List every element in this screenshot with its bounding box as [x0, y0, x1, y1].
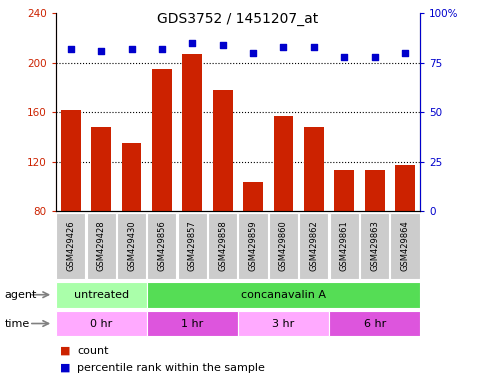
Text: GSM429428: GSM429428 [97, 220, 106, 271]
Bar [330, 213, 359, 279]
Bar [239, 213, 268, 279]
Bar [269, 213, 298, 279]
Text: GSM429857: GSM429857 [188, 220, 197, 271]
Bar [243, 182, 263, 211]
Bar [56, 282, 147, 308]
Point [249, 50, 257, 56]
Bar [122, 143, 142, 211]
Point [310, 44, 318, 50]
Bar [360, 213, 389, 279]
Bar [56, 311, 147, 336]
Bar [91, 127, 111, 211]
Bar [329, 311, 420, 336]
Point [219, 42, 227, 48]
Bar [299, 213, 328, 279]
Text: 1 hr: 1 hr [181, 318, 203, 329]
Point [97, 48, 105, 54]
Point [158, 46, 166, 52]
Text: GDS3752 / 1451207_at: GDS3752 / 1451207_at [157, 12, 318, 25]
Text: GSM429426: GSM429426 [66, 220, 75, 271]
Bar [147, 311, 238, 336]
Text: untreated: untreated [73, 290, 128, 300]
Bar [238, 311, 329, 336]
Text: ■: ■ [60, 363, 71, 373]
Bar [273, 116, 293, 211]
Text: 0 hr: 0 hr [90, 318, 112, 329]
Text: concanavalin A: concanavalin A [241, 290, 326, 300]
Point [371, 54, 379, 60]
Text: GSM429864: GSM429864 [400, 220, 410, 271]
Point [341, 54, 348, 60]
Bar [117, 213, 146, 279]
Bar [208, 213, 237, 279]
Bar [147, 282, 420, 308]
Text: time: time [5, 318, 30, 329]
Bar [395, 166, 415, 211]
Bar [56, 213, 85, 279]
Text: GSM429858: GSM429858 [218, 220, 227, 271]
Bar [390, 213, 420, 279]
Text: agent: agent [5, 290, 37, 300]
Text: GSM429860: GSM429860 [279, 220, 288, 271]
Text: percentile rank within the sample: percentile rank within the sample [77, 363, 265, 373]
Point [67, 46, 74, 52]
Bar [178, 213, 207, 279]
Bar [86, 213, 116, 279]
Text: GSM429862: GSM429862 [309, 220, 318, 271]
Text: GSM429430: GSM429430 [127, 220, 136, 271]
Text: 6 hr: 6 hr [364, 318, 386, 329]
Text: 3 hr: 3 hr [272, 318, 295, 329]
Text: GSM429856: GSM429856 [157, 220, 167, 271]
Point [128, 46, 135, 52]
Text: ■: ■ [60, 346, 71, 356]
Text: count: count [77, 346, 109, 356]
Text: GSM429859: GSM429859 [249, 220, 257, 271]
Text: GSM429861: GSM429861 [340, 220, 349, 271]
Bar [183, 54, 202, 211]
Bar [334, 170, 354, 211]
Point [188, 40, 196, 46]
Bar [365, 170, 384, 211]
Point [280, 44, 287, 50]
Text: GSM429863: GSM429863 [370, 220, 379, 271]
Bar [213, 90, 232, 211]
Bar [61, 110, 81, 211]
Bar [152, 69, 172, 211]
Bar [304, 127, 324, 211]
Bar [147, 213, 176, 279]
Point [401, 50, 409, 56]
